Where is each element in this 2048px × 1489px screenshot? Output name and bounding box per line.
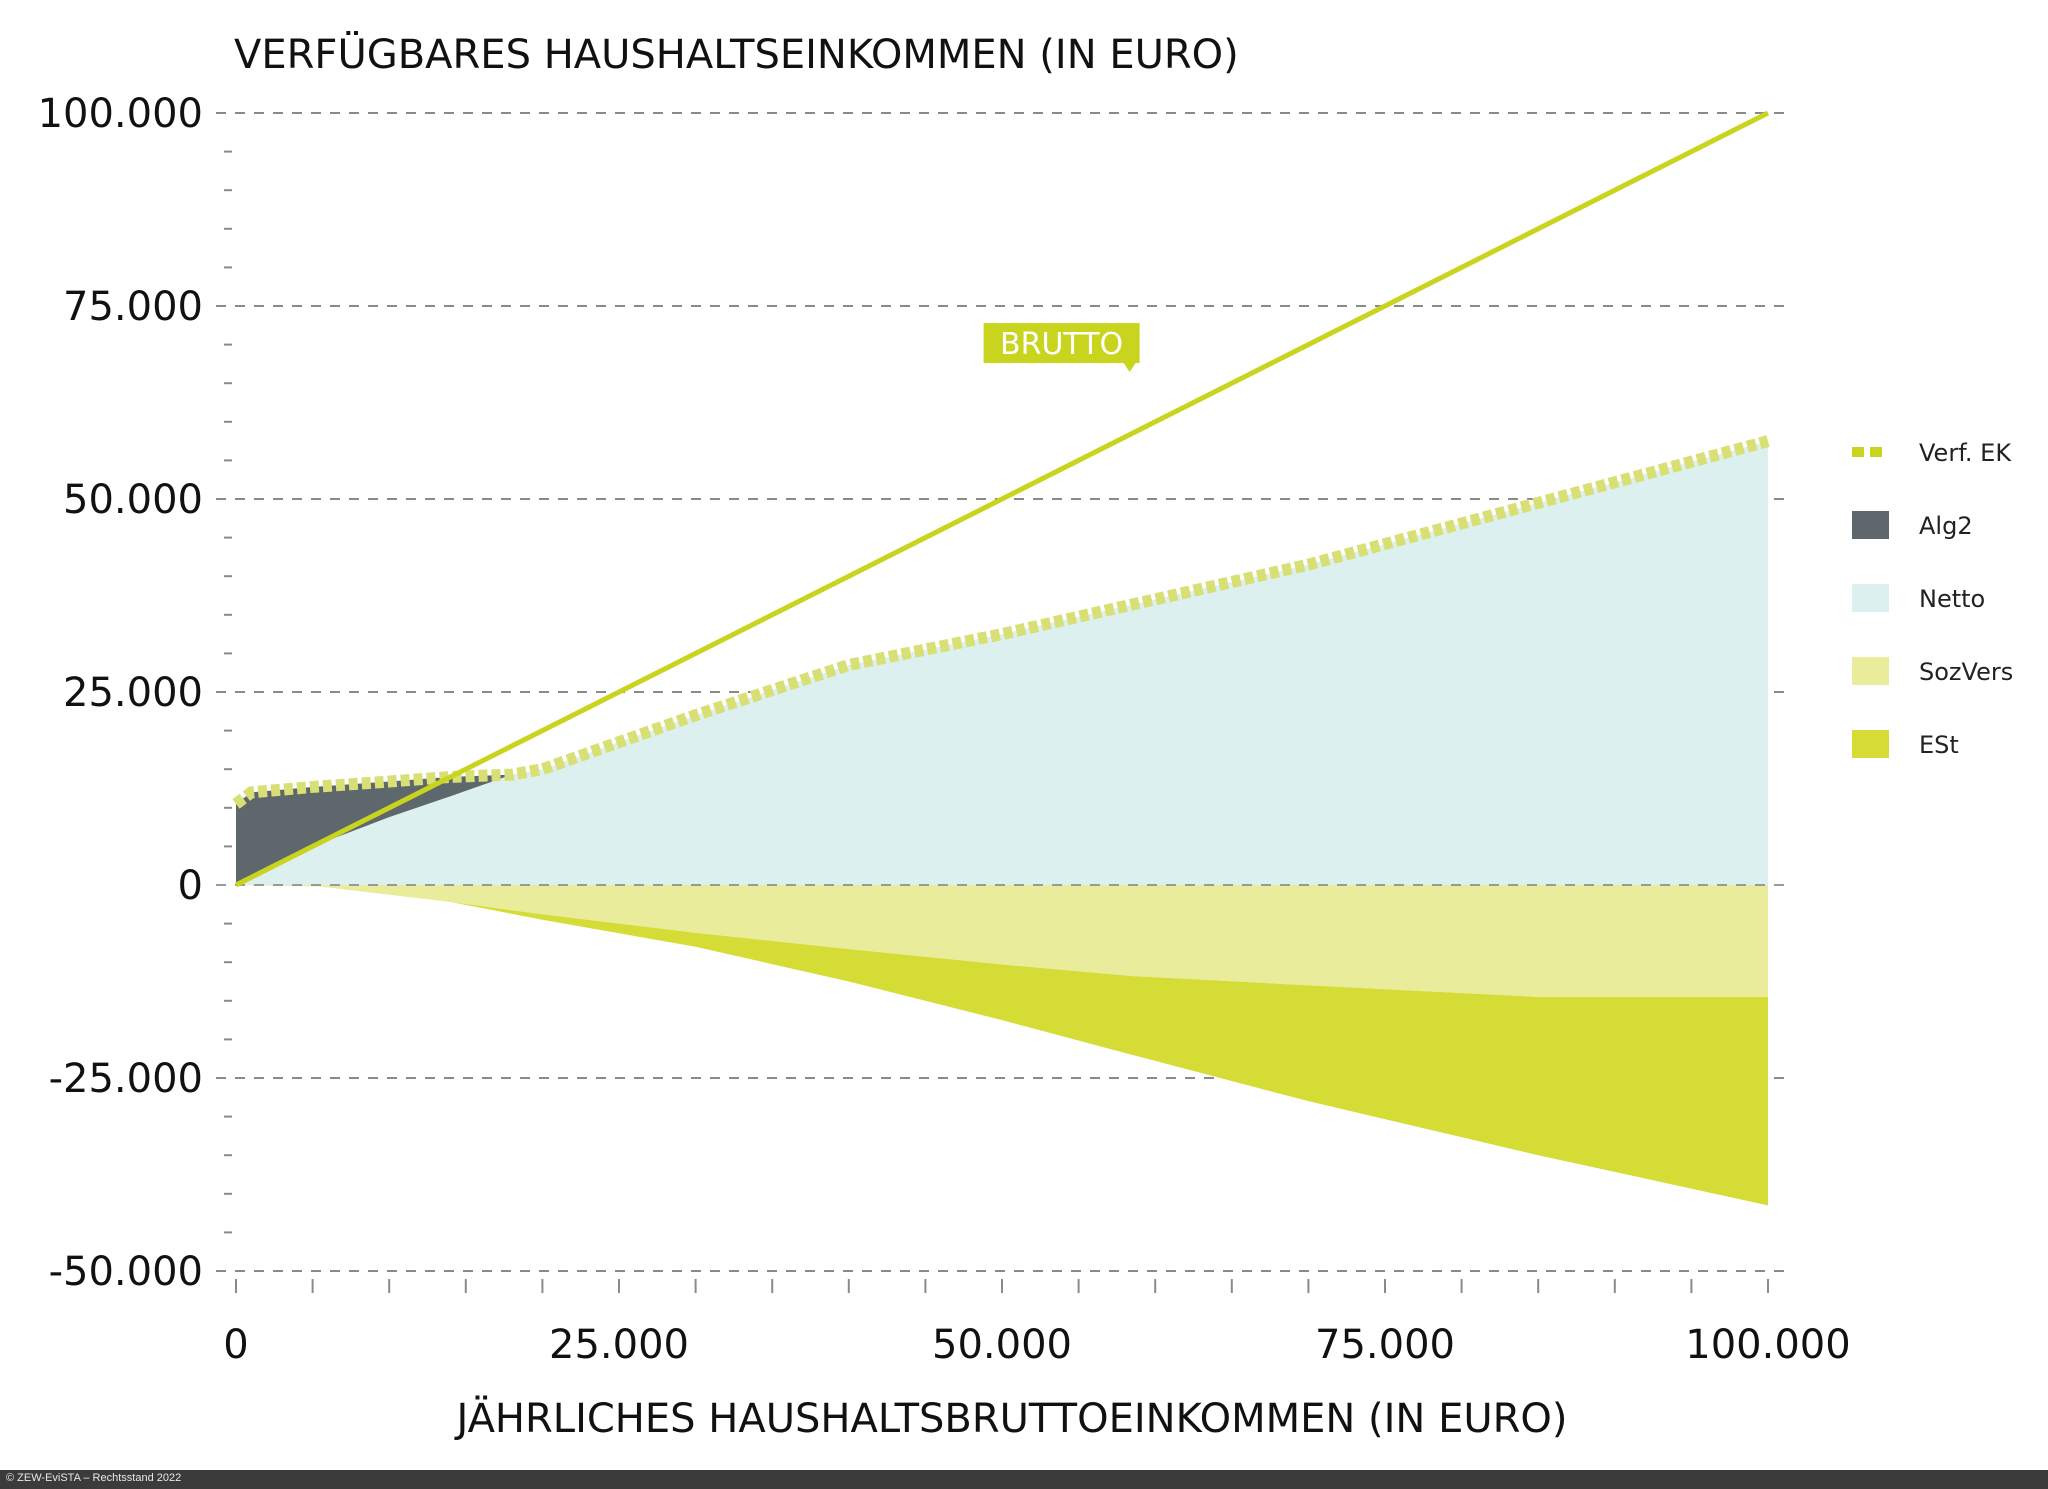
axes bbox=[216, 150, 1788, 1293]
y-tick-label: -50.000 bbox=[49, 1249, 203, 1295]
line-series bbox=[232, 110, 1770, 888]
verf-ek-line bbox=[232, 435, 1770, 809]
legend-swatch bbox=[1852, 511, 1889, 539]
x-tick-label: 0 bbox=[223, 1322, 248, 1368]
footer-bar: © ZEW-EviSTA – Rechtsstand 2022 bbox=[0, 1470, 2048, 1489]
legend-label: Alg2 bbox=[1919, 512, 1973, 540]
y-tick-label: 75.000 bbox=[63, 284, 203, 330]
x-tick-label: 75.000 bbox=[1315, 1322, 1455, 1368]
x-tick-label: 50.000 bbox=[932, 1322, 1072, 1368]
x-tick-label: 100.000 bbox=[1685, 1322, 1850, 1368]
legend: Verf. EK Alg2 Netto SozVers ESt bbox=[1852, 439, 2013, 759]
legend-marker bbox=[1870, 447, 1882, 457]
legend-swatch bbox=[1852, 657, 1889, 685]
chart-title: VERFÜGBARES HAUSHALTSEINKOMMEN (IN EURO) bbox=[234, 30, 1239, 78]
legend-swatch bbox=[1852, 730, 1889, 758]
y-tick-label: 25.000 bbox=[63, 670, 203, 716]
netto-area bbox=[236, 441, 1768, 885]
x-tick-label: 25.000 bbox=[549, 1322, 689, 1368]
brutto-label: BRUTTO bbox=[1000, 327, 1123, 362]
annotations: BRUTTO bbox=[983, 323, 1140, 373]
brutto-label-box bbox=[983, 323, 1140, 364]
area-series bbox=[236, 441, 1769, 1206]
est-area bbox=[450, 901, 1769, 1206]
y-tick-label: 50.000 bbox=[63, 477, 203, 523]
copyright-text: © ZEW-EviSTA – Rechtsstand 2022 bbox=[6, 1472, 182, 1484]
brutto-label-pointer bbox=[1123, 363, 1136, 373]
y-tick-label: -25.000 bbox=[49, 1056, 203, 1102]
x-axis-title: JÄHRLICHES HAUSHALTSBRUTTOEINKOMMEN (IN … bbox=[453, 1394, 1567, 1442]
legend-label: Verf. EK bbox=[1919, 439, 2012, 467]
legend-marker bbox=[1852, 447, 1864, 457]
y-tick-label: 0 bbox=[178, 863, 203, 909]
y-tick-label: 100.000 bbox=[38, 91, 203, 137]
legend-label: Netto bbox=[1919, 585, 1985, 613]
legend-label: ESt bbox=[1919, 731, 1959, 759]
tick-labels: -50.000 -25.000 0 25.000 50.000 75.000 100.000… bbox=[38, 91, 1851, 1368]
brutto-line bbox=[234, 110, 1770, 888]
legend-swatch bbox=[1852, 584, 1889, 612]
legend-label: SozVers bbox=[1919, 658, 2013, 686]
sozvers-area bbox=[236, 885, 1768, 997]
alg2-area bbox=[236, 774, 512, 885]
